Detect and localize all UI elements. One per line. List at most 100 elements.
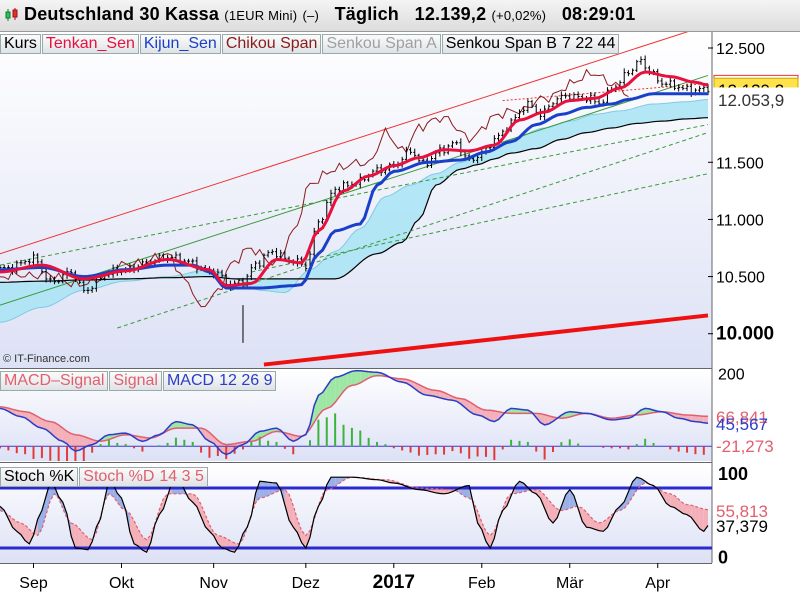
legend-signal[interactable]: Signal xyxy=(109,371,162,391)
price-bar xyxy=(497,132,501,142)
stoch-fill xyxy=(96,516,101,533)
date-axis-bg xyxy=(0,563,712,600)
price-bar xyxy=(559,91,563,103)
macd-tick-label: 200 xyxy=(718,366,745,383)
macd-fill xyxy=(540,413,545,425)
macd-fill xyxy=(435,390,440,398)
candlestick-icon xyxy=(5,8,18,21)
price-bar xyxy=(409,147,413,155)
stoch-tick-label: 100 xyxy=(718,464,748,484)
macd-fill xyxy=(62,428,68,444)
macd-fill xyxy=(343,372,348,392)
stoch-fill xyxy=(439,489,445,494)
stoch-fill xyxy=(134,520,139,546)
legend-senkou_a[interactable]: Senkou Span A xyxy=(322,34,441,54)
price-bar xyxy=(635,59,639,73)
macd-value-label: -21,273 xyxy=(716,437,774,456)
price-bar xyxy=(61,272,65,284)
stoch-fill xyxy=(71,523,76,548)
date-tick-label: 2017 xyxy=(373,572,415,593)
quote-time: 08:29:01 xyxy=(561,4,636,24)
legend-label: MACD–Signal xyxy=(4,372,105,389)
price-tick-label: 11.500 xyxy=(716,155,764,172)
price-bar xyxy=(639,56,643,65)
legend-label: Kijun_Sen xyxy=(143,35,217,52)
legend-label: Senkou Span A xyxy=(326,35,437,52)
legend-label: Senkou Span B xyxy=(445,35,557,52)
legend-kurs[interactable]: Kurs xyxy=(0,34,41,54)
senkou-span-a-line xyxy=(0,98,709,323)
price-bar xyxy=(82,279,86,293)
price-bar xyxy=(631,68,635,76)
price-bar xyxy=(346,180,350,188)
price-bar xyxy=(266,250,270,258)
stoch-fill xyxy=(695,506,700,529)
legend-label: Chikou Span xyxy=(225,35,318,52)
macd-fill xyxy=(326,380,331,409)
price-bar xyxy=(249,263,253,281)
macd-fill xyxy=(71,433,76,452)
price-bar xyxy=(668,77,672,88)
price-legend: Kurs Tenkan_Sen Kijun_Sen Chikou Span Senkou… xyxy=(0,34,620,54)
macd-fill xyxy=(485,410,491,421)
macd-fill xyxy=(544,414,549,425)
copyright-text: © IT-Finance.com xyxy=(3,353,90,365)
instrument-name: Deutschland 30 Kassa xyxy=(24,4,220,24)
price-bar xyxy=(36,253,40,264)
stoch-fill xyxy=(444,489,449,494)
senkou-span-b-line xyxy=(0,117,709,283)
macd-fill xyxy=(431,389,436,397)
legend-kijun[interactable]: Kijun_Sen xyxy=(139,34,221,54)
price-bar xyxy=(660,77,664,88)
stoch-fill xyxy=(661,491,667,504)
stoch-fill xyxy=(284,489,290,521)
price-bar xyxy=(304,261,308,272)
legend-label: Stoch %K xyxy=(4,468,75,485)
macd-fill xyxy=(460,398,466,408)
macd-fill xyxy=(58,424,63,442)
price-bar xyxy=(501,129,505,138)
trendline-flat-dashed-green[interactable] xyxy=(251,173,709,273)
stoch-fill xyxy=(435,488,440,494)
price-bar xyxy=(450,140,454,149)
macd-fill xyxy=(33,414,38,427)
legend-chikou[interactable]: Chikou Span xyxy=(221,34,322,54)
tenkan-sen-line xyxy=(0,70,709,288)
macd-fill xyxy=(16,410,21,417)
price-bar xyxy=(52,276,56,285)
legend-macd[interactable]: MACD 12 26 9 xyxy=(162,371,277,391)
price-bar xyxy=(530,99,534,108)
price-bar xyxy=(333,186,337,197)
stoch-legend: Stoch %K Stoch %D 14 3 5 xyxy=(0,467,209,487)
trendline-support-red[interactable] xyxy=(263,313,709,367)
price-bar xyxy=(19,259,23,266)
price-bar xyxy=(656,68,660,84)
trendline-upper-dashed-green[interactable] xyxy=(0,124,709,266)
stoch-fill xyxy=(548,500,553,523)
axis-area xyxy=(712,32,800,600)
chart-canvas: 12.50011.50011.00010.50010.00012.164,212… xyxy=(0,32,800,600)
legend-macd_signal[interactable]: MACD–Signal xyxy=(0,371,109,391)
price-bar xyxy=(698,85,702,93)
trendline-lower-dashed-green[interactable] xyxy=(117,132,709,329)
macd-fill xyxy=(318,392,323,416)
stoch-fill xyxy=(586,512,591,528)
legend-stoch_k[interactable]: Stoch %K xyxy=(0,467,79,487)
price-bar xyxy=(677,84,681,92)
stoch-fill xyxy=(159,498,164,515)
price-bar xyxy=(626,70,630,77)
price-bar xyxy=(90,286,94,293)
legend-params: 12 26 9 xyxy=(219,372,273,389)
legend-stoch_d[interactable]: Stoch %D 14 3 5 xyxy=(79,467,208,487)
stoch-fill xyxy=(339,477,344,484)
legend-label: Signal xyxy=(113,372,158,389)
stoch-fill xyxy=(590,517,595,530)
price-bar xyxy=(681,85,685,91)
macd-fill xyxy=(335,376,340,403)
stoch-fill xyxy=(129,513,135,544)
stoch-fill xyxy=(540,491,545,509)
legend-tenkan[interactable]: Tenkan_Sen xyxy=(41,34,139,54)
macd-fill xyxy=(490,410,495,422)
trendline-upper-channel-red[interactable] xyxy=(0,32,708,255)
